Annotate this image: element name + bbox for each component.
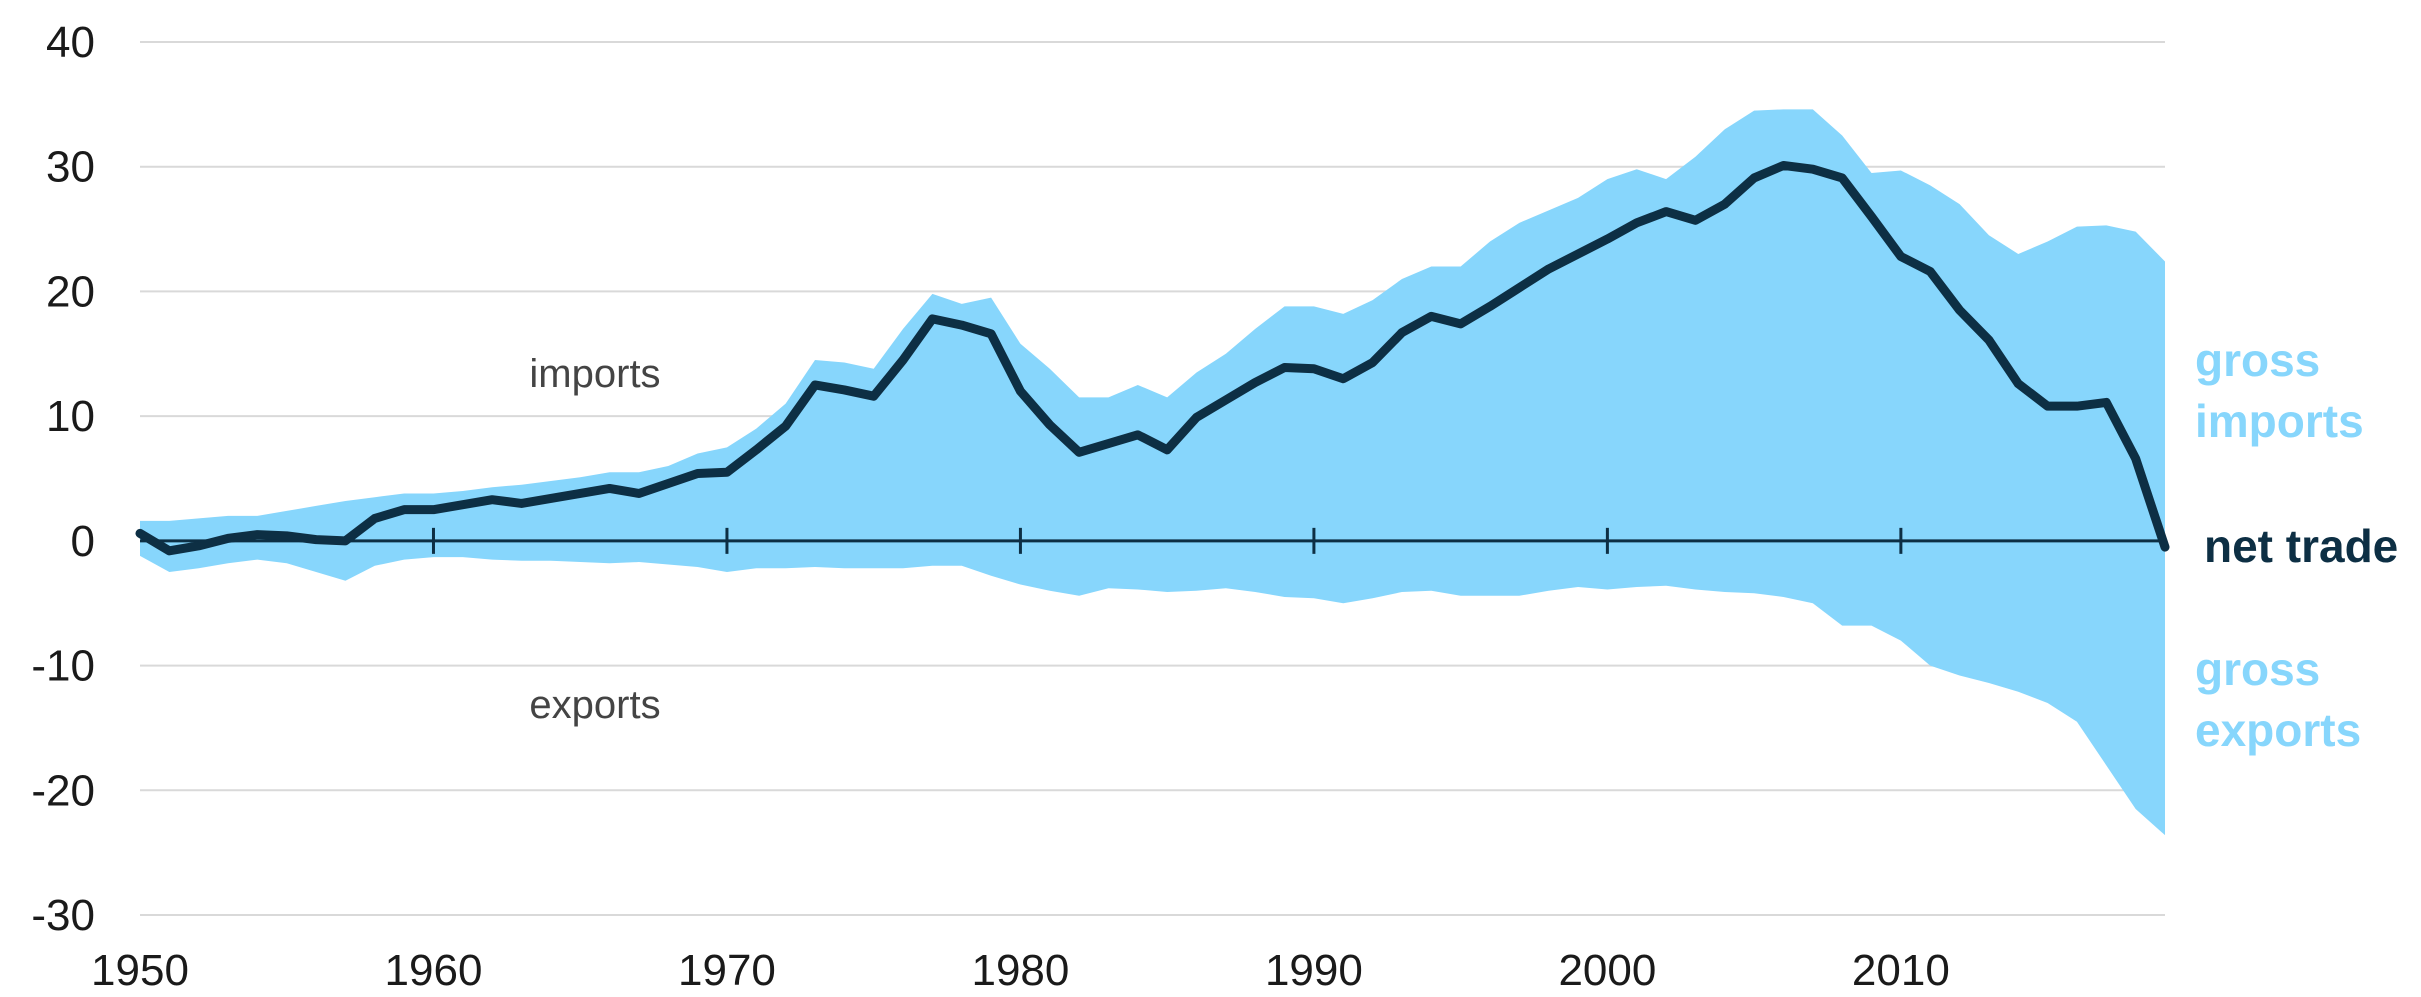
y-tick-label: 10	[46, 392, 95, 441]
x-tick-label: 2000	[1558, 946, 1656, 995]
y-tick-label: -10	[31, 642, 95, 691]
x-tick-label: 1950	[91, 946, 189, 995]
gridlines	[140, 41, 2165, 916]
y-tick-label: 40	[46, 18, 95, 67]
gross-imports-label-line2: imports	[2195, 395, 2364, 447]
y-tick-label: 20	[46, 267, 95, 316]
gross-imports-area	[140, 109, 2165, 541]
x-axis-tick-labels: 1950 1960 1970 1980 1990 2000 2010	[91, 946, 1950, 995]
zero-axis	[140, 527, 2165, 554]
x-tick-label: 1970	[678, 946, 776, 995]
y-axis-tick-labels: 40 30 20 10 0 -10 -20 -30	[31, 18, 95, 940]
y-tick-label: -30	[31, 891, 95, 940]
x-tick-label: 1990	[1265, 946, 1363, 995]
gross-imports-label-line1: gross	[2195, 334, 2320, 386]
net-trade-line	[135, 160, 2170, 556]
area-series	[140, 109, 2165, 836]
y-tick-label: 30	[46, 143, 95, 192]
series-labels: gross imports net trade gross exports	[2195, 334, 2398, 756]
imports-annotation: imports	[529, 352, 660, 396]
x-tick-label: 2010	[1852, 946, 1950, 995]
y-tick-label: 0	[71, 517, 95, 566]
exports-annotation: exports	[529, 683, 660, 727]
gross-exports-area	[140, 540, 2165, 836]
gross-exports-label-line1: gross	[2195, 643, 2320, 695]
gross-exports-label-line2: exports	[2195, 704, 2361, 756]
x-tick-label: 1960	[385, 946, 483, 995]
y-tick-label: -20	[31, 766, 95, 815]
x-tick-label: 1980	[971, 946, 1069, 995]
net-trade-label: net trade	[2204, 520, 2398, 572]
